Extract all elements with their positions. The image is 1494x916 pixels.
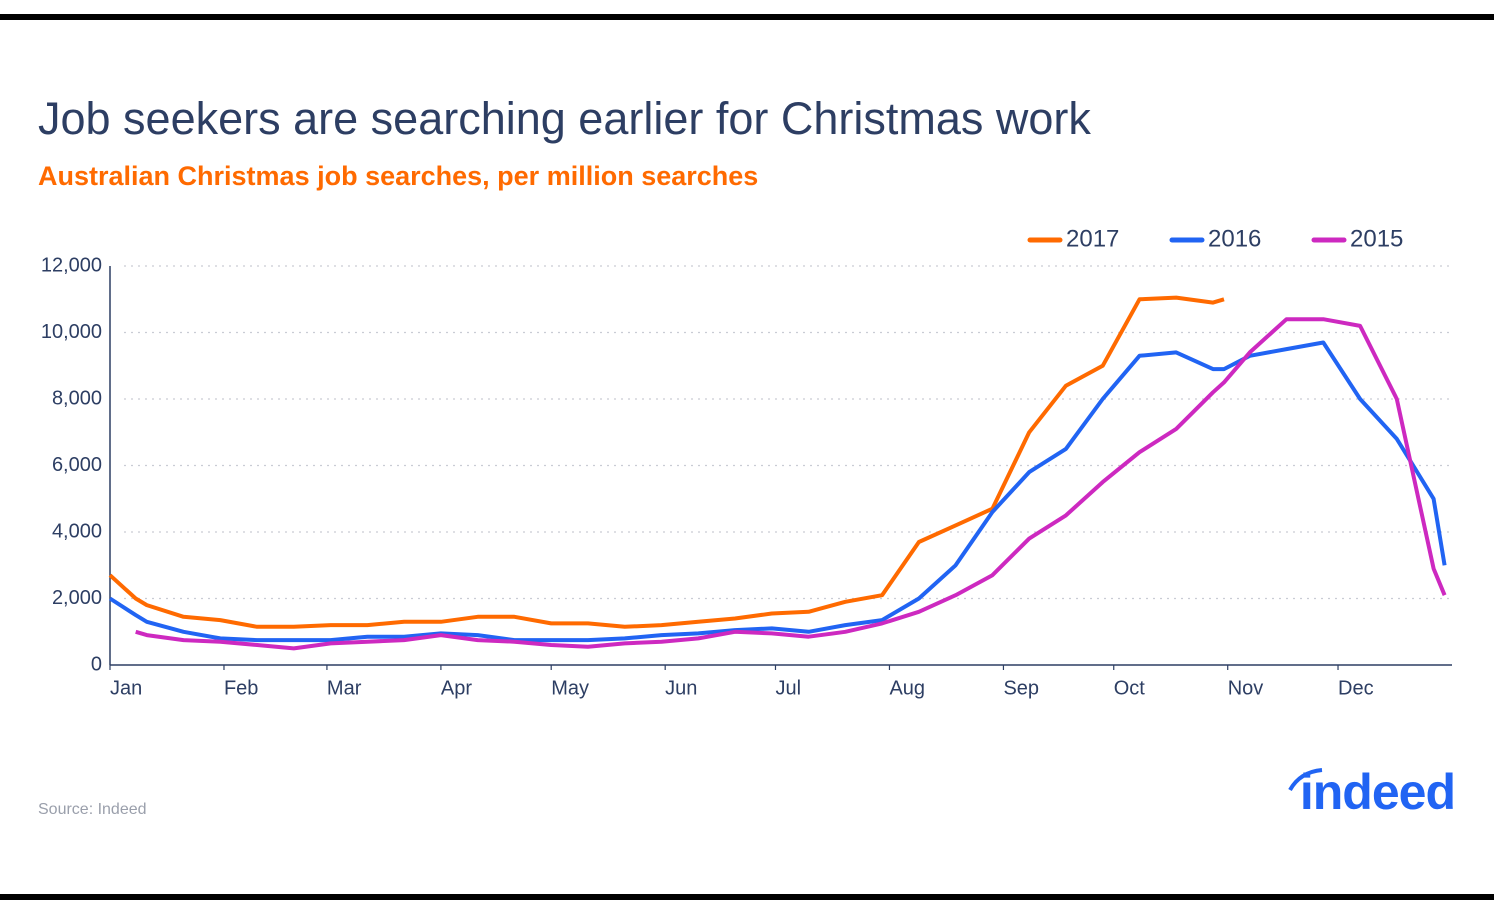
source: Source: Indeed: [38, 801, 147, 818]
y-tick-label: 2,000: [52, 587, 102, 609]
x-tick-label: Sep: [1003, 677, 1039, 699]
logo-arc: [1288, 768, 1323, 792]
logo: indeed: [1300, 764, 1455, 820]
x-tick-label: Jul: [775, 677, 801, 699]
x-tick-label: Feb: [224, 677, 258, 699]
x-tick-label: Nov: [1228, 677, 1264, 699]
x-tick-label: May: [551, 677, 589, 699]
y-tick-label: 8,000: [52, 387, 102, 409]
chart-title: Job seekers are searching earlier for Ch…: [38, 93, 1091, 144]
x-tick-label: Dec: [1338, 677, 1374, 699]
y-tick-label: 4,000: [52, 520, 102, 542]
x-tick-label: Mar: [327, 677, 362, 699]
y-tick-label: 10,000: [41, 321, 102, 343]
x-tick-label: Jun: [665, 677, 697, 699]
series-line: [135, 317, 1447, 651]
series-line: [108, 295, 1225, 629]
x-tick-label: Oct: [1114, 677, 1146, 699]
legend-label: 2017: [1066, 225, 1119, 252]
legend-label: 2016: [1208, 225, 1261, 252]
chart-subtitle: Australian Christmas job searches, per m…: [38, 161, 758, 191]
y-tick-label: 6,000: [52, 454, 102, 476]
y-tick-label: 0: [91, 653, 102, 675]
x-tick-label: Jan: [110, 677, 142, 699]
bottom-bar: [0, 894, 1494, 900]
x-tick-label: Apr: [441, 677, 472, 699]
series-line: [108, 340, 1447, 643]
legend-label: 2015: [1350, 225, 1403, 252]
y-tick-label: 12,000: [41, 254, 102, 276]
top-bar: [0, 14, 1494, 20]
x-tick-label: Aug: [889, 677, 925, 699]
